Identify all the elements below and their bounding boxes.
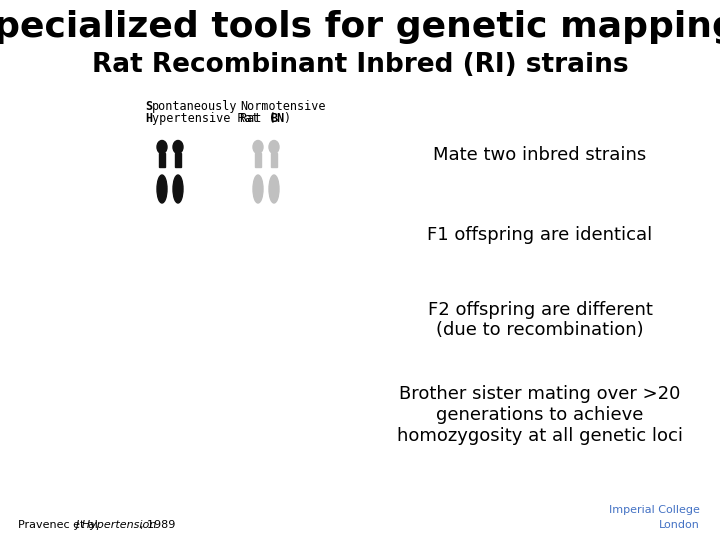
Text: pontaneously: pontaneously [151, 100, 237, 113]
Text: ): ) [283, 112, 290, 125]
Text: London: London [659, 520, 700, 530]
Ellipse shape [253, 140, 263, 153]
Text: F2 offspring are different
(due to recombination): F2 offspring are different (due to recom… [428, 301, 652, 340]
Text: Specialized tools for genetic mapping:: Specialized tools for genetic mapping: [0, 10, 720, 44]
Text: F1 offspring are identical: F1 offspring are identical [428, 226, 652, 244]
Ellipse shape [173, 140, 183, 153]
Text: S: S [145, 100, 152, 113]
Text: Pravenec et al.: Pravenec et al. [18, 520, 105, 530]
Text: BN: BN [270, 112, 284, 125]
Ellipse shape [269, 175, 279, 203]
Text: H: H [145, 112, 152, 125]
Text: Rat (: Rat ( [240, 112, 276, 125]
Ellipse shape [269, 140, 279, 153]
Bar [159, 153, 165, 167]
Ellipse shape [253, 175, 263, 203]
Text: , 1989: , 1989 [140, 520, 176, 530]
Text: Normotensive: Normotensive [240, 100, 325, 113]
Ellipse shape [173, 175, 183, 203]
Ellipse shape [157, 140, 167, 153]
Bar [255, 153, 261, 167]
Text: J Hypertension: J Hypertension [76, 520, 157, 530]
Text: Mate two inbred strains: Mate two inbred strains [433, 146, 647, 164]
Text: Brother sister mating over >20
generations to achieve
homozygosity at all geneti: Brother sister mating over >20 generatio… [397, 385, 683, 445]
Text: ypertensive Rat: ypertensive Rat [151, 112, 258, 125]
Bar [271, 153, 277, 167]
Text: Imperial College: Imperial College [609, 505, 700, 515]
Text: Rat Recombinant Inbred (RI) strains: Rat Recombinant Inbred (RI) strains [91, 52, 629, 78]
Ellipse shape [157, 175, 167, 203]
Bar [175, 153, 181, 167]
